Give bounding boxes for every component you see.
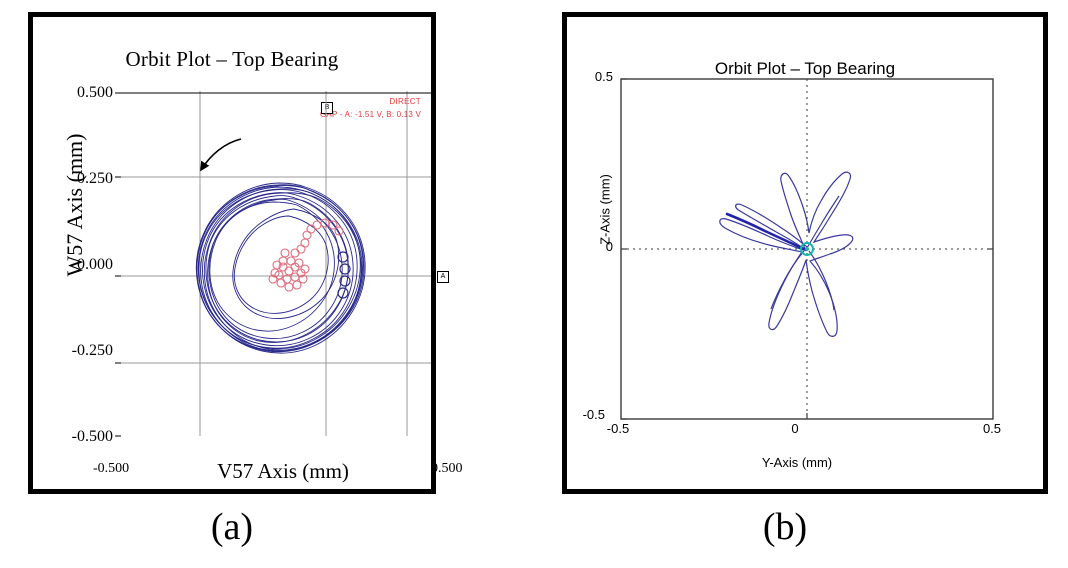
plot-b-ticks <box>621 78 993 420</box>
plot-a-xtick-max: 0.500 <box>431 461 463 476</box>
plot-a-ytick-3: -0.250 <box>71 342 113 359</box>
plot-b-orbit-dense-segment <box>725 212 808 252</box>
plot-a-rotation-arrow <box>200 138 242 172</box>
plot-a-outer-orbit-trace <box>195 182 366 354</box>
plot-b-xtick-0: -0.5 <box>606 421 630 436</box>
plot-b-ytick-1: 0 <box>605 239 613 254</box>
plot-b-center-dot <box>805 247 809 251</box>
plot-b-canvas <box>620 78 994 420</box>
plot-b-ytick-0: 0.5 <box>594 69 613 84</box>
figure-panel-b: Orbit Plot – Top Bearing 0.5 0 -0.5 -0.5… <box>562 12 1048 494</box>
plot-a-gridlines <box>121 91 431 436</box>
plot-a-ticks <box>115 92 121 437</box>
plot-b-y-axis-title: Z-Axis (mm) <box>597 174 613 245</box>
plot-b-axes-box <box>620 78 994 420</box>
plot-a-ytick-0: 0.500 <box>77 84 113 101</box>
plot-a-probe-marker-a: A <box>437 271 449 283</box>
figure-caption-b: (b) <box>762 506 808 548</box>
plot-a-ytick-2: 0.000 <box>77 256 113 273</box>
plot-b-ytick-2: -0.5 <box>582 407 605 422</box>
plot-b-x-axis-title: Y-Axis (mm) <box>761 455 833 470</box>
figure-caption-a: (a) <box>210 506 254 548</box>
plot-b-title: Orbit Plot – Top Bearing <box>714 59 896 78</box>
plot-a-probe-marker-b: B <box>321 102 333 114</box>
plot-a-title: Orbit Plot – Top Bearing <box>125 47 339 71</box>
plot-a-y-axis-title: W57 Axis (mm) <box>62 133 87 277</box>
figure-panel-a: Orbit Plot – Top Bearing 0.500 0.250 0.0… <box>28 12 463 494</box>
plot-a-gap-annotation: GAP - A: -1.51 V, B: 0.13 V <box>319 110 421 119</box>
plot-b-orbit-trace <box>719 171 854 337</box>
plot-a-ytick-1: 0.250 <box>77 170 113 187</box>
plot-a-direct-annotation: DIRECT <box>389 97 421 106</box>
plot-a-xtick-min: -0.500 <box>93 461 130 476</box>
plot-b-xtick-1: 0 <box>791 421 799 436</box>
plot-a-ytick-4: -0.500 <box>71 428 113 445</box>
plot-b-center-marker <box>800 242 814 256</box>
plot-b-crosshair <box>621 79 993 419</box>
plot-b-xtick-2: 0.5 <box>982 421 1002 436</box>
plot-a-keyphasor-markers <box>268 218 344 292</box>
plot-a-inner-orbit-trace <box>232 208 340 319</box>
plot-a-sample-circles <box>337 251 351 299</box>
plot-a-x-axis-title: V57 Axis (mm) <box>217 459 349 483</box>
